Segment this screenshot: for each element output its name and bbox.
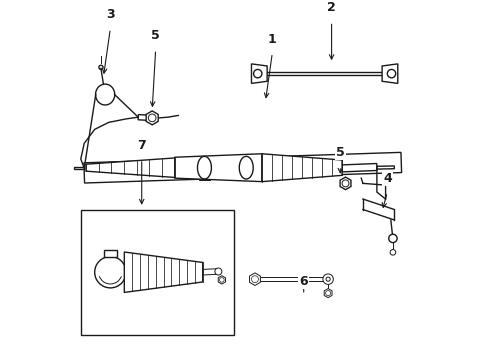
Polygon shape bbox=[340, 177, 350, 190]
Text: 4: 4 bbox=[382, 172, 391, 185]
Circle shape bbox=[342, 180, 348, 187]
Polygon shape bbox=[138, 114, 150, 121]
Polygon shape bbox=[124, 252, 203, 292]
Polygon shape bbox=[218, 276, 225, 284]
Polygon shape bbox=[265, 72, 383, 75]
Circle shape bbox=[251, 276, 258, 283]
Text: 7: 7 bbox=[137, 139, 146, 152]
Polygon shape bbox=[381, 64, 397, 84]
Circle shape bbox=[325, 277, 329, 281]
Polygon shape bbox=[324, 289, 331, 298]
Polygon shape bbox=[262, 154, 341, 182]
Circle shape bbox=[386, 69, 395, 78]
Bar bbox=[81, 210, 234, 335]
Circle shape bbox=[253, 69, 262, 78]
Text: 2: 2 bbox=[326, 1, 335, 14]
Circle shape bbox=[219, 278, 224, 282]
Polygon shape bbox=[198, 177, 209, 180]
Polygon shape bbox=[175, 154, 262, 182]
Polygon shape bbox=[376, 166, 393, 169]
Circle shape bbox=[214, 268, 222, 275]
Polygon shape bbox=[202, 269, 216, 275]
Polygon shape bbox=[146, 111, 158, 125]
Text: 1: 1 bbox=[267, 33, 276, 46]
Polygon shape bbox=[251, 64, 266, 84]
Circle shape bbox=[325, 291, 330, 296]
Circle shape bbox=[148, 114, 156, 122]
Polygon shape bbox=[341, 163, 376, 172]
Polygon shape bbox=[249, 273, 260, 285]
Polygon shape bbox=[240, 177, 251, 180]
Circle shape bbox=[388, 234, 396, 243]
Bar bbox=[104, 249, 117, 257]
Circle shape bbox=[389, 249, 395, 255]
Circle shape bbox=[322, 274, 333, 284]
Polygon shape bbox=[74, 167, 84, 170]
Polygon shape bbox=[258, 277, 324, 281]
Text: 5: 5 bbox=[151, 29, 160, 42]
Text: 6: 6 bbox=[299, 275, 307, 288]
Text: 3: 3 bbox=[106, 8, 115, 21]
Polygon shape bbox=[84, 152, 401, 183]
Polygon shape bbox=[86, 158, 175, 177]
Text: 5: 5 bbox=[335, 146, 344, 159]
